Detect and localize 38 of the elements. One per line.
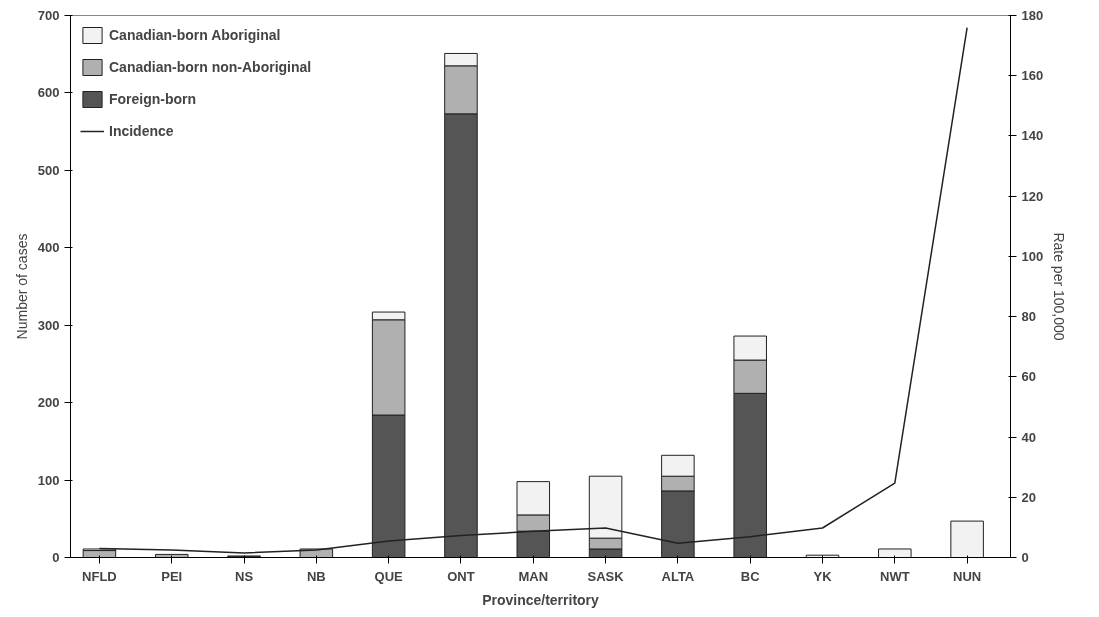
x-tick-label: SASK	[587, 568, 625, 584]
x-tick-label: ONT	[447, 568, 475, 584]
y-tick-label: 0	[52, 550, 60, 565]
legend-label: Canadian-born non-Aboriginal	[109, 59, 312, 75]
x-tick-label: NB	[306, 568, 326, 584]
x-tick-label: NFLD	[82, 568, 117, 584]
x-tick-label: ALTA	[661, 568, 695, 584]
x-axis-title: Province/territory	[482, 591, 600, 608]
x-tick-label: BC	[740, 568, 761, 584]
y-tick-label: 300	[37, 317, 60, 333]
y2-tick-label: 120	[1021, 188, 1044, 204]
legend-label: Incidence	[109, 123, 174, 139]
y-tick-label: 400	[37, 240, 60, 256]
y2-tick-label: 40	[1021, 429, 1036, 445]
y2-tick-label: 160	[1021, 68, 1044, 84]
x-tick-label: NWT	[880, 568, 910, 584]
y-tick-label: 700	[37, 8, 60, 23]
y2-tick-label: 80	[1021, 309, 1036, 325]
y2-tick-label: 140	[1021, 128, 1044, 144]
y-axis-title: Number of cases	[13, 233, 30, 340]
x-tick-label: YK	[813, 568, 833, 584]
x-tick-label: PEI	[161, 568, 183, 584]
x-tick-label: MAN	[518, 568, 549, 584]
y2-tick-label: 0	[1021, 550, 1029, 565]
y-tick-label: 200	[37, 395, 60, 411]
y2-axis-title: Rate per 100,000	[1051, 232, 1068, 341]
y2-tick-label: 20	[1021, 489, 1036, 505]
legend-label: Foreign-born	[109, 91, 197, 107]
x-tick-label: QUE	[374, 568, 404, 584]
y2-tick-label: 60	[1021, 369, 1036, 385]
legend-label: Canadian-born Aboriginal	[109, 27, 281, 43]
y-tick-label: 600	[37, 85, 60, 101]
x-tick-label: NUN	[953, 568, 982, 584]
y2-tick-label: 100	[1021, 248, 1044, 264]
y2-tick-label: 180	[1021, 8, 1044, 23]
y-tick-label: 100	[37, 472, 60, 488]
y-tick-label: 500	[37, 162, 60, 178]
x-tick-label: NS	[235, 568, 254, 584]
